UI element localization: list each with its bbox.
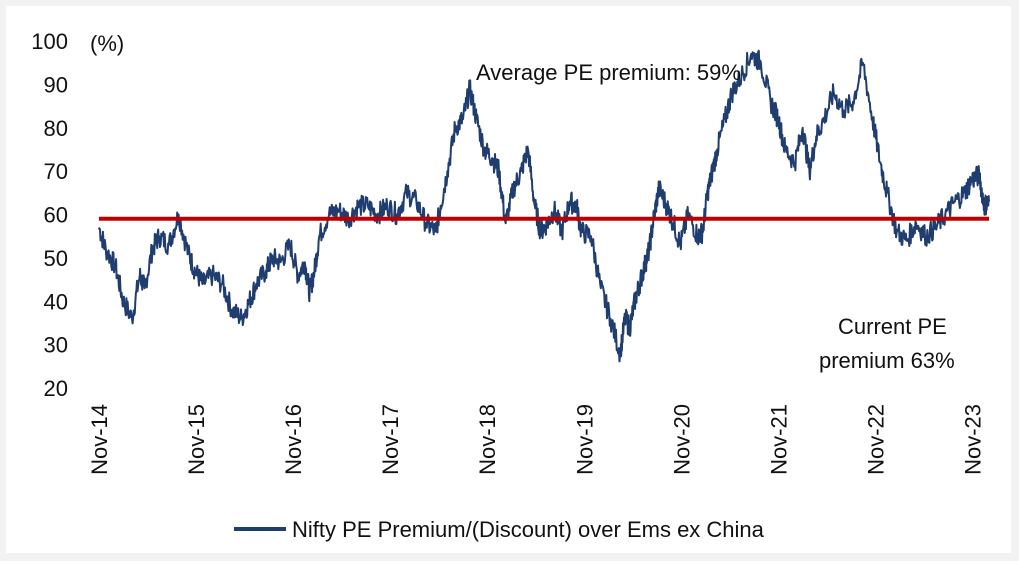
y-axis-unit-label: (%)	[90, 31, 124, 56]
series-layer	[98, 49, 990, 363]
y-tick-label: 40	[44, 289, 68, 314]
x-tick-label: Nov-17	[378, 404, 403, 475]
y-tick-label: 20	[44, 376, 68, 401]
x-tick-label: Nov-20	[669, 404, 694, 475]
x-tick-label: Nov-14	[87, 404, 112, 475]
x-tick-label: Nov-22	[863, 404, 888, 475]
annotation-current-line2: premium 63%	[819, 348, 955, 373]
y-axis-ticks: 20 30 40 50 60 70 80 90 100	[31, 29, 68, 401]
x-tick-label: Nov-18	[475, 404, 500, 475]
x-tick-label: Nov-23	[961, 404, 986, 475]
chart-frame: 20 30 40 50 60 70 80 90 100 (%) Nov-14 Nov-15 Nov-…	[6, 6, 1011, 553]
x-tick-label: Nov-21	[766, 404, 791, 475]
y-tick-label: 30	[44, 333, 68, 358]
series-line-nifty-pe-premium	[98, 49, 990, 363]
y-tick-label: 80	[44, 116, 68, 141]
y-tick-label: 70	[44, 159, 68, 184]
legend-label: Nifty PE Premium/(Discount) over Ems ex …	[292, 517, 765, 542]
y-tick-label: 50	[44, 246, 68, 271]
legend: Nifty PE Premium/(Discount) over Ems ex …	[234, 517, 765, 542]
annotation-average: Average PE premium: 59%	[476, 60, 741, 85]
y-tick-label: 60	[44, 203, 68, 228]
y-tick-label: 90	[44, 72, 68, 97]
x-tick-label: Nov-19	[572, 404, 597, 475]
x-tick-label: Nov-16	[281, 404, 306, 475]
y-tick-label: 100	[31, 29, 68, 54]
x-tick-label: Nov-15	[184, 404, 209, 475]
annotation-current-line1: Current PE	[838, 314, 947, 339]
x-axis-ticks: Nov-14 Nov-15 Nov-16 Nov-17 Nov-18 Nov-19 Nov-…	[87, 404, 986, 475]
